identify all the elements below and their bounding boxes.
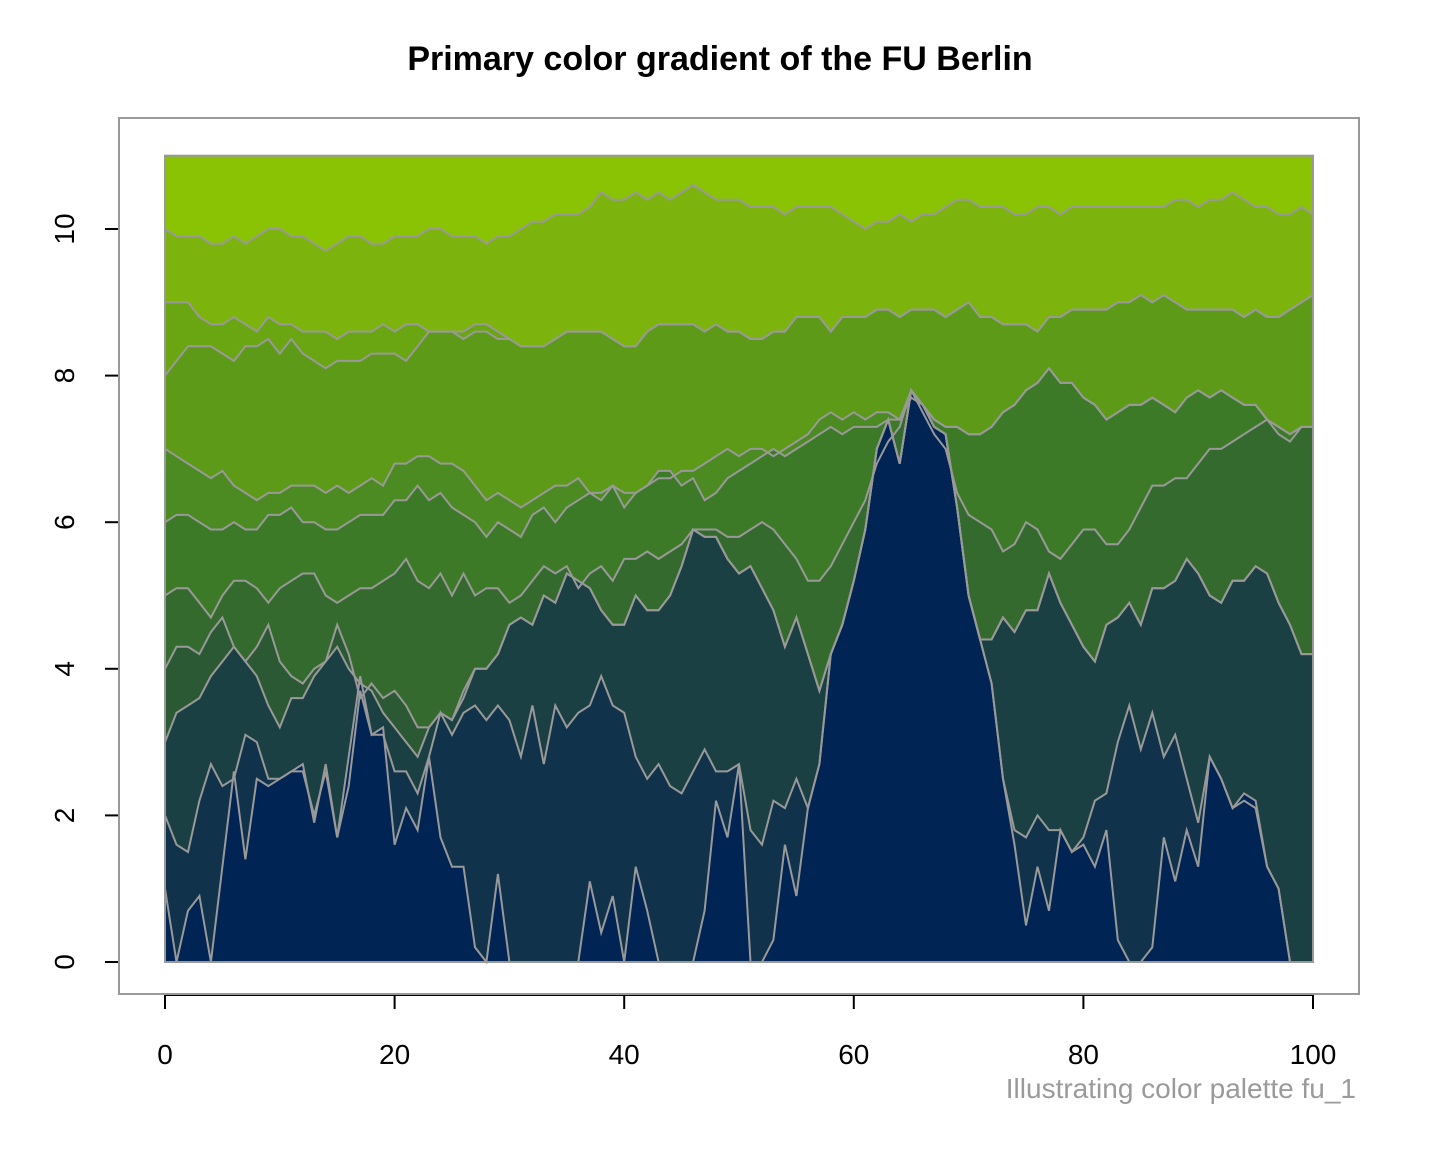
palette-caption: Illustrating color palette fu_1 — [1005, 1073, 1356, 1104]
x-tick-label: 60 — [838, 1039, 869, 1070]
boundary-line-2 — [164, 387, 1313, 963]
plot-region-outline — [164, 154, 1314, 963]
y-tick-label: 8 — [49, 368, 80, 384]
chart-title: Primary color gradient of the FU Berlin — [407, 40, 1033, 78]
y-tick-label: 2 — [49, 808, 80, 824]
boundary-line-7 — [164, 366, 1313, 509]
area-band-1 — [165, 390, 1313, 962]
x-tick-label: 20 — [379, 1039, 410, 1070]
y-tick-label: 4 — [49, 661, 80, 677]
x-tick-label: 40 — [609, 1039, 640, 1070]
area-band-2 — [165, 390, 1313, 962]
x-tick-label: 100 — [1290, 1039, 1337, 1070]
y-tick-label: 6 — [49, 514, 80, 530]
boundary-lines — [164, 154, 1314, 965]
y-tick-label: 0 — [49, 954, 80, 970]
area-layers — [165, 155, 1313, 962]
x-tick-label: 0 — [157, 1039, 173, 1070]
plot-box — [118, 117, 1360, 995]
y-tick-label: 10 — [49, 213, 80, 244]
boundary-line-10 — [164, 183, 1314, 253]
boundary-line-9 — [165, 293, 1314, 348]
x-tick-label: 80 — [1068, 1039, 1099, 1070]
boundary-line-4 — [164, 387, 1313, 729]
boundary-line-5 — [164, 387, 1313, 620]
